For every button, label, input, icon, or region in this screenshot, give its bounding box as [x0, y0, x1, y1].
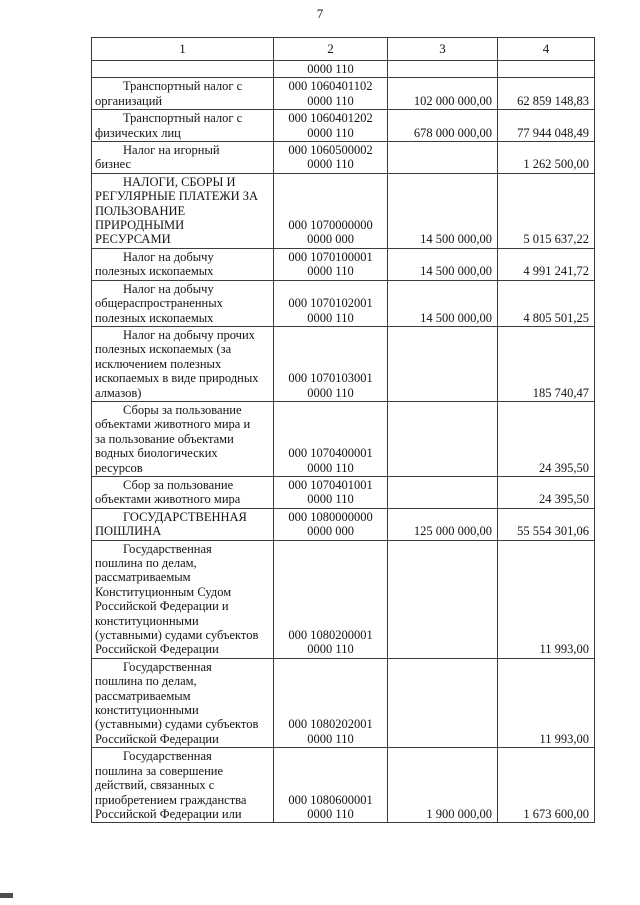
actual-amount-cell: 4 991 241,72: [497, 247, 595, 281]
actual-amount-cell: 77 944 048,49: [497, 109, 595, 143]
table-row: Налог на игорный бизнес 000 1060500002 00…: [91, 141, 595, 174]
planned-amount-cell: [387, 59, 498, 79]
table-row: ГОСУДАРСТВЕННАЯ ПОШЛИНА 000 1080000000 00…: [91, 507, 595, 541]
tax-name-cell: Налог на игорный бизнес: [91, 141, 274, 174]
table-row: Налог на добычу прочих полезных ископаем…: [91, 325, 595, 402]
tax-name-cell: [91, 59, 274, 79]
budget-code-cell: 000 1060401202 0000 110: [273, 109, 388, 143]
actual-amount-cell: 5 015 637,22: [497, 172, 595, 249]
planned-amount-cell: [387, 657, 498, 749]
actual-amount-cell: [497, 59, 595, 79]
table-body: 0000 110 Транспортный налог с организаций…: [91, 59, 595, 824]
tax-name-cell: Сбор за пользование объектами животного …: [91, 475, 274, 509]
planned-amount-cell: 14 500 000,00: [387, 172, 498, 249]
budget-code-cell: 000 1080600001 0000 110: [273, 747, 388, 824]
actual-amount-cell: 1 673 600,00: [497, 747, 595, 824]
planned-amount-cell: [387, 475, 498, 509]
budget-code-cell: 000 1060401102 0000 110: [273, 77, 388, 111]
actual-amount-cell: 24 395,50: [497, 475, 595, 509]
planned-amount-cell: [387, 325, 498, 402]
actual-amount-cell: 24 395,50: [497, 400, 595, 477]
tax-name-cell: Государственная пошлина за совершение де…: [91, 747, 274, 824]
table-row: Государственная пошлина по делам, рассма…: [91, 657, 595, 749]
table-row: Сборы за пользование объектами животного…: [91, 400, 595, 477]
page-number: 7: [316, 6, 324, 21]
planned-amount-cell: 14 500 000,00: [387, 279, 498, 327]
planned-amount-cell: 125 000 000,00: [387, 507, 498, 541]
tax-name-cell: Сборы за пользование объектами животного…: [91, 400, 274, 477]
table-row: Государственная пошлина за совершение де…: [91, 747, 595, 824]
budget-code-cell: 000 1070103001 0000 110: [273, 325, 388, 402]
column-header: 3: [387, 37, 498, 61]
tax-name-cell: НАЛОГИ, СБОРЫ И РЕГУЛЯРНЫЕ ПЛАТЕЖИ ЗА ПО…: [91, 172, 274, 249]
planned-amount-cell: [387, 539, 498, 659]
planned-amount-cell: [387, 141, 498, 174]
tax-name-cell: Налог на добычу общераспространенных пол…: [91, 279, 274, 327]
scan-artifact: [0, 893, 13, 898]
budget-code-cell: 000 1080200001 0000 110: [273, 539, 388, 659]
tax-name-cell: Транспортный налог с физических лиц: [91, 109, 274, 143]
budget-code-cell: 000 1060500002 0000 110: [273, 141, 388, 174]
budget-code-cell: 000 1070000000 0000 000: [273, 172, 388, 249]
column-header: 1: [91, 37, 274, 61]
column-header: 2: [273, 37, 388, 61]
actual-amount-cell: 11 993,00: [497, 657, 595, 749]
planned-amount-cell: 14 500 000,00: [387, 247, 498, 281]
table-row: Транспортный налог с физических лиц 000 1…: [91, 109, 595, 143]
budget-code-cell: 000 1070401001 0000 110: [273, 475, 388, 509]
budget-code-cell: 000 1080000000 0000 000: [273, 507, 388, 541]
table-row: 0000 110: [91, 59, 595, 79]
planned-amount-cell: 678 000 000,00: [387, 109, 498, 143]
table-row: Налог на добычу полезных ископаемых 000 1…: [91, 247, 595, 281]
tax-name-cell: Транспортный налог с организаций: [91, 77, 274, 111]
budget-code-cell: 000 1080202001 0000 110: [273, 657, 388, 749]
table-row: Транспортный налог с организаций 000 1060…: [91, 77, 595, 111]
actual-amount-cell: 62 859 148,83: [497, 77, 595, 111]
tax-name-cell: Налог на добычу полезных ископаемых: [91, 247, 274, 281]
table-row: Сбор за пользование объектами животного …: [91, 475, 595, 509]
budget-code-cell: 000 1070100001 0000 110: [273, 247, 388, 281]
actual-amount-cell: 185 740,47: [497, 325, 595, 402]
tax-name-cell: ГОСУДАРСТВЕННАЯ ПОШЛИНА: [91, 507, 274, 541]
column-header: 4: [497, 37, 595, 61]
tax-name-cell: Налог на добычу прочих полезных ископаем…: [91, 325, 274, 402]
table-row: Налог на добычу общераспространенных пол…: [91, 279, 595, 327]
planned-amount-cell: 1 900 000,00: [387, 747, 498, 824]
planned-amount-cell: 102 000 000,00: [387, 77, 498, 111]
planned-amount-cell: [387, 400, 498, 477]
actual-amount-cell: 1 262 500,00: [497, 141, 595, 174]
actual-amount-cell: 4 805 501,25: [497, 279, 595, 327]
budget-code-cell: 000 1070400001 0000 110: [273, 400, 388, 477]
budget-code-cell: 0000 110: [273, 59, 388, 79]
table-row: Государственная пошлина по делам, рассма…: [91, 539, 595, 659]
budget-code-cell: 000 1070102001 0000 110: [273, 279, 388, 327]
tax-name-cell: Государственная пошлина по делам, рассма…: [91, 657, 274, 749]
tax-name-cell: Государственная пошлина по делам, рассма…: [91, 539, 274, 659]
table-row: НАЛОГИ, СБОРЫ И РЕГУЛЯРНЫЕ ПЛАТЕЖИ ЗА ПО…: [91, 172, 595, 249]
actual-amount-cell: 55 554 301,06: [497, 507, 595, 541]
actual-amount-cell: 11 993,00: [497, 539, 595, 659]
